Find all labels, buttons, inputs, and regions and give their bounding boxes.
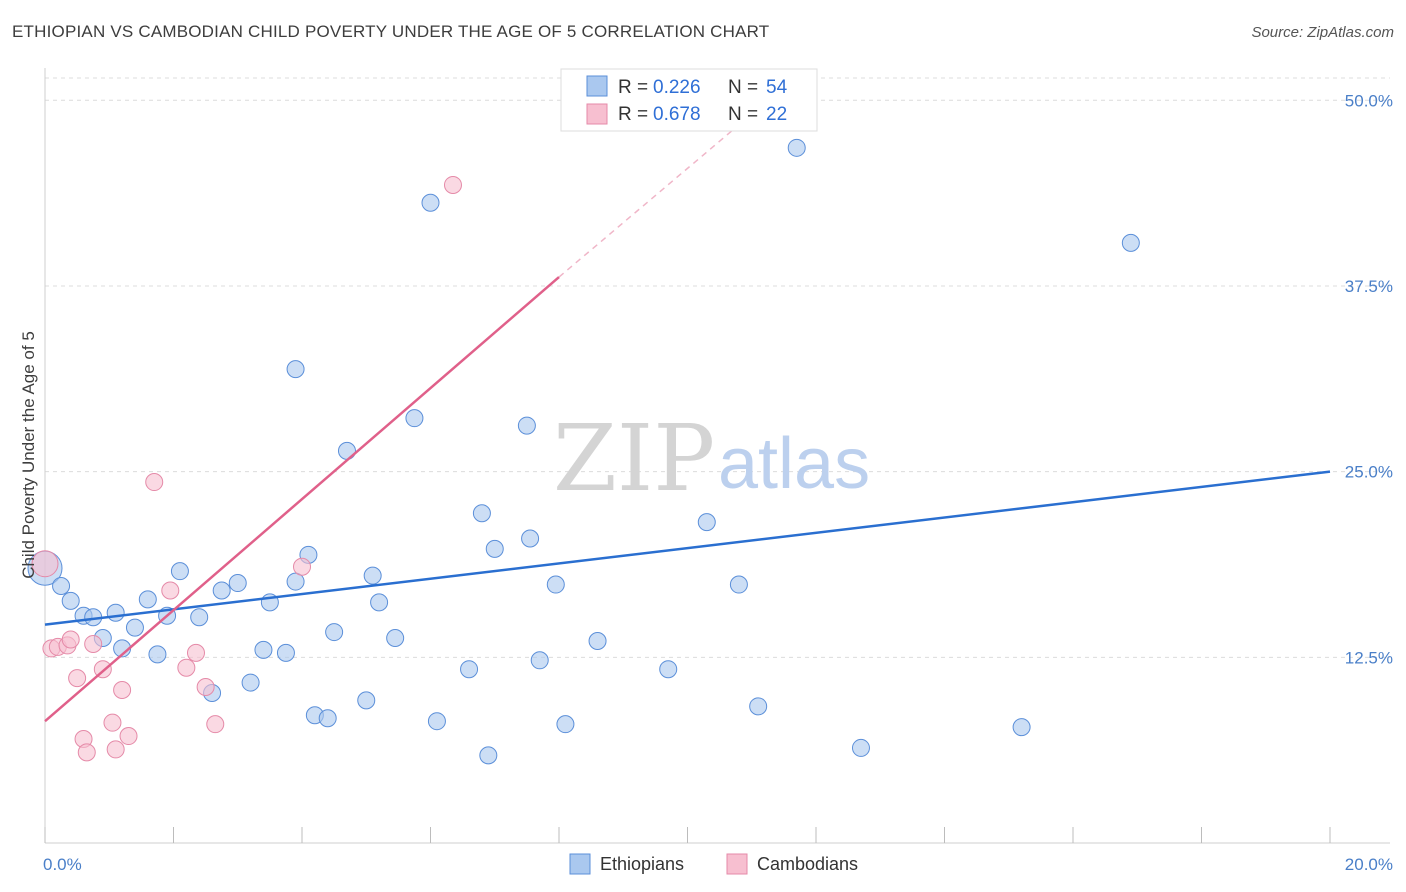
bottom-legend-swatch-cambodians (726, 853, 748, 875)
cambodian-point (31, 550, 59, 578)
cambodian-point (113, 681, 132, 699)
source-label: Source: ZipAtlas.com (1251, 24, 1394, 41)
ethiopian-point (485, 539, 504, 558)
cambodian-point (206, 715, 225, 734)
watermark: ZIP atlas (553, 405, 870, 512)
ethiopian-point (363, 566, 382, 585)
legend-n-value-2: 22 (766, 104, 787, 125)
ethiopian-point (588, 631, 607, 650)
ethiopian-point (190, 608, 209, 627)
stats-legend: R = 0.226 N = 54 R = 0.678 N = 22 (560, 68, 818, 132)
legend-swatch-ethiopians (586, 75, 608, 97)
ethiopian-point (517, 416, 536, 435)
gridlines (45, 77, 1390, 658)
ethiopian-point (421, 193, 440, 212)
ethiopian-point (787, 138, 806, 157)
ethiopian-point (286, 360, 305, 379)
ethiopian-point (106, 603, 125, 622)
legend-n-value-1: 54 (766, 77, 788, 98)
cambodian-point (145, 473, 164, 492)
cambodian-point (177, 658, 196, 677)
ethiopian-point (138, 590, 157, 609)
ethiopian-point (749, 697, 768, 716)
y-tick-label-1: 25.0% (1345, 463, 1393, 482)
watermark-zip: ZIP (553, 405, 715, 512)
watermark-atlas: atlas (718, 424, 870, 504)
chart-title: ETHIOPIAN VS CAMBODIAN CHILD POVERTY UND… (12, 22, 770, 41)
ethiopian-point (170, 562, 189, 581)
y-axis-label: Child Poverty Under the Age of 5 (19, 331, 38, 579)
cambodian-point (196, 678, 215, 697)
ethiopian-point (546, 575, 565, 594)
ethiopian-point (1012, 718, 1031, 737)
ethiopian-point (228, 574, 247, 593)
y-tick-label-2: 37.5% (1345, 277, 1393, 296)
cambodian-points (31, 175, 462, 762)
ethiopian-point (61, 591, 80, 610)
ethiopian-trend-line (44, 470, 1331, 626)
bottom-legend-ethiopians: Ethiopians (600, 854, 684, 874)
cambodian-point (186, 643, 205, 662)
legend-r-value-2: 0.678 (653, 104, 701, 125)
legend-r-label-2: R = (618, 104, 648, 125)
x-tick-label-1: 20.0% (1345, 855, 1393, 874)
ethiopian-point (370, 593, 389, 612)
x-tick-labels: 0.0% 20.0% (43, 855, 1393, 874)
y-tick-label-3: 50.0% (1345, 91, 1393, 110)
ethiopian-point (286, 572, 305, 591)
y-tick-labels: 12.5% 25.0% 37.5% 50.0% (1345, 91, 1393, 667)
ethiopian-point (241, 673, 260, 692)
axes (44, 68, 1390, 844)
cambodian-trend-line (44, 276, 560, 723)
y-tick-label-0: 12.5% (1345, 648, 1393, 667)
cambodian-point (77, 743, 96, 762)
legend-swatch-cambodians (586, 103, 608, 125)
cambodian-point (443, 175, 462, 194)
cambodian-point (103, 713, 122, 732)
ethiopian-point (472, 504, 491, 523)
ethiopian-point (729, 575, 748, 594)
ethiopian-point (212, 581, 231, 600)
ethiopian-point (530, 651, 549, 670)
ethiopian-point (521, 529, 540, 548)
ethiopian-point (318, 709, 337, 728)
legend-n-label-1: N = (728, 77, 758, 98)
x-tick-label-0: 0.0% (43, 855, 82, 874)
ethiopian-point (460, 660, 479, 679)
legend-r-label-1: R = (618, 77, 648, 98)
cambodian-point (61, 630, 80, 649)
cambodian-point (161, 581, 180, 600)
legend-r-value-1: 0.226 (653, 77, 701, 98)
legend-n-label-2: N = (728, 104, 758, 125)
ethiopian-point (52, 577, 71, 596)
ethiopian-point (405, 409, 424, 428)
cambodian-point (119, 727, 138, 746)
ethiopian-point (357, 691, 376, 710)
ethiopian-point (148, 645, 167, 664)
ethiopian-point (254, 640, 273, 659)
ethiopian-point (125, 618, 144, 637)
ethiopian-point (556, 715, 575, 734)
series-legend: Ethiopians Cambodians (569, 853, 858, 875)
ethiopian-point (337, 441, 356, 460)
ethiopian-point (479, 746, 498, 765)
cambodian-point (68, 669, 87, 688)
bottom-legend-swatch-ethiopians (569, 853, 591, 875)
ethiopian-point (659, 660, 678, 679)
ethiopian-point (1121, 233, 1140, 252)
ethiopian-point (851, 738, 870, 757)
trend-lines (44, 70, 1331, 723)
ethiopian-point (325, 623, 344, 642)
ethiopian-point (427, 712, 446, 731)
ethiopian-point (386, 629, 405, 648)
bottom-legend-cambodians: Cambodians (757, 854, 858, 874)
cambodian-point (293, 557, 311, 576)
ethiopian-point (697, 513, 716, 532)
ethiopian-point (276, 643, 295, 662)
cambodian-point (84, 634, 103, 653)
cambodian-point (106, 740, 125, 759)
